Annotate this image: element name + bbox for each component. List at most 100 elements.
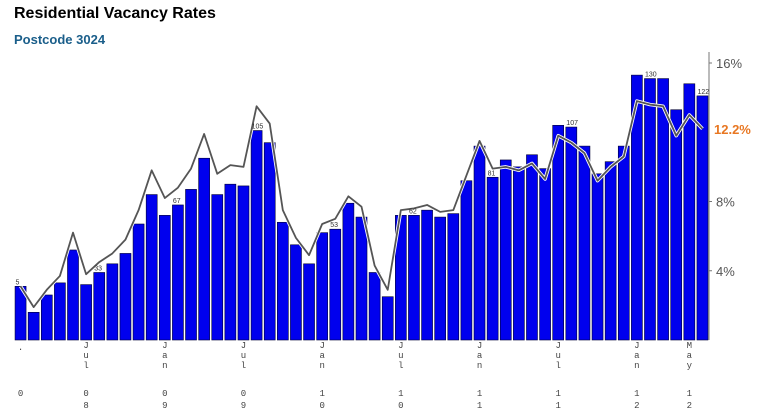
x-tick-month-1-char-0: J (83, 341, 88, 351)
bar-28 (381, 296, 394, 341)
x-tick-month-7-char-0: J (555, 341, 560, 351)
data-label-36: 81 (488, 170, 496, 177)
x-tick-month-9-char-0: M (687, 341, 692, 351)
x-tick-month-4-char-1: a (319, 351, 325, 361)
current-value-label: 12.2% (714, 122, 751, 137)
x-tick-month-3-char-2: l (241, 361, 246, 371)
bar-1 (27, 311, 40, 341)
x-tick-year-7-char-1: 1 (555, 401, 560, 411)
vacancy-line (19, 100, 704, 309)
data-label-42: 107 (566, 120, 578, 127)
bar-12 (172, 204, 184, 341)
bar-27 (368, 272, 381, 341)
data-label-48: 130 (645, 72, 657, 79)
y-tick-label-2: 16% (716, 56, 742, 71)
x-tick-year-3-char-1: 9 (241, 401, 246, 411)
x-tick-month-7-char-1: u (555, 351, 560, 361)
bar-43 (578, 145, 591, 341)
bar-7 (106, 263, 119, 341)
x-tick-year-2-char-0: 0 (162, 389, 167, 399)
bar-16 (224, 183, 237, 341)
x-tick-month-6-char-2: n (477, 361, 482, 371)
x-tick-year-5-char-1: 0 (398, 401, 403, 411)
bar-39 (526, 154, 538, 341)
x-tick-month-8-char-1: a (634, 351, 640, 361)
data-label-52: 122 (697, 89, 709, 96)
x-tick-year-7-char-0: 1 (555, 389, 560, 399)
bar-44 (591, 173, 604, 341)
x-tick-month-8-char-0: J (634, 341, 639, 351)
bar-14 (198, 157, 210, 341)
bar-30 (408, 215, 420, 341)
x-tick-month-5-char-0: J (398, 341, 403, 351)
bar-33 (447, 213, 460, 341)
bar-36 (486, 176, 499, 341)
bar-25 (342, 202, 355, 341)
bar-24 (329, 228, 342, 341)
bar-51 (683, 83, 696, 341)
bar-8 (119, 253, 132, 341)
bar-42 (565, 126, 578, 341)
x-tick-year-5-char-0: 1 (398, 389, 403, 399)
bar-20 (277, 221, 289, 341)
x-tick-month-2-char-0: J (162, 341, 167, 351)
x-tick-year-9-char-1: 2 (687, 401, 692, 411)
x-tick-month-1-char-2: l (83, 361, 88, 371)
x-tick-year-4-char-0: 1 (319, 389, 324, 399)
data-labels-group: 5 33 67 105 53 62 81 107 130 122 (16, 72, 710, 287)
x-tick-year-1-char-1: 8 (83, 401, 88, 411)
x-tick-year-6-char-1: 1 (477, 401, 482, 411)
bar-41 (552, 125, 565, 341)
bar-31 (421, 209, 433, 341)
bar-11 (158, 215, 171, 341)
x-tick-month-6-char-1: a (477, 351, 483, 361)
data-label-12: 67 (173, 198, 181, 205)
data-label-30: 62 (409, 208, 417, 215)
x-tick-month-1-char-1: u (83, 351, 88, 361)
x-tick-month-4-char-0: J (319, 341, 324, 351)
bar-37 (499, 159, 512, 341)
x-tick-month-5-char-2: l (398, 361, 403, 371)
data-label-6: 33 (94, 265, 102, 272)
bar-40 (539, 168, 551, 341)
x-tick-year-4-char-1: 0 (319, 401, 324, 411)
bar-49 (657, 78, 669, 341)
y-ticks-group: 4% 8% 16% (709, 56, 742, 279)
x-tick-year-2-char-1: 9 (162, 401, 167, 411)
bar-15 (211, 194, 224, 341)
chart-subtitle: Postcode 3024 (14, 32, 106, 47)
x-tick-year-9-char-0: 1 (687, 389, 692, 399)
bar-32 (434, 216, 446, 341)
x-tick-month-2-char-2: n (162, 361, 167, 371)
chart-title: Residential Vacancy Rates (14, 5, 216, 22)
x-tick-month-9-char-2: y (687, 361, 693, 371)
bar-45 (604, 161, 617, 341)
bar-48 (644, 78, 656, 341)
bar-2 (40, 294, 53, 341)
line-group (19, 99, 704, 309)
bar-50 (670, 109, 683, 341)
x-tick-year-3-char-0: 0 (241, 389, 246, 399)
bar-5 (80, 284, 92, 341)
data-label-0: 5 (16, 279, 20, 286)
bar-3 (54, 282, 66, 341)
bar-17 (237, 185, 250, 341)
x-ticks-group: ·0Jul08Jan09Jul09Jan10Jul10Jan11Jul11Jan… (18, 341, 693, 411)
bar-4 (67, 249, 79, 341)
bar-10 (145, 194, 158, 341)
x-tick-month-0: · (18, 345, 23, 355)
y-tick-label-0: 4% (716, 264, 735, 279)
bar-52 (696, 95, 709, 341)
x-tick-month-9-char-1: a (687, 351, 693, 361)
bar-23 (316, 232, 328, 341)
bar-26 (355, 216, 368, 341)
bar-22 (303, 263, 315, 341)
data-label-18: 105 (252, 124, 264, 131)
x-tick-year-8-char-0: 1 (634, 389, 639, 399)
x-tick-month-8-char-2: n (634, 361, 639, 371)
x-tick-year-8-char-1: 2 (634, 401, 639, 411)
x-tick-year-1-char-0: 0 (83, 389, 88, 399)
bar-34 (460, 180, 473, 341)
bar-38 (513, 166, 525, 341)
